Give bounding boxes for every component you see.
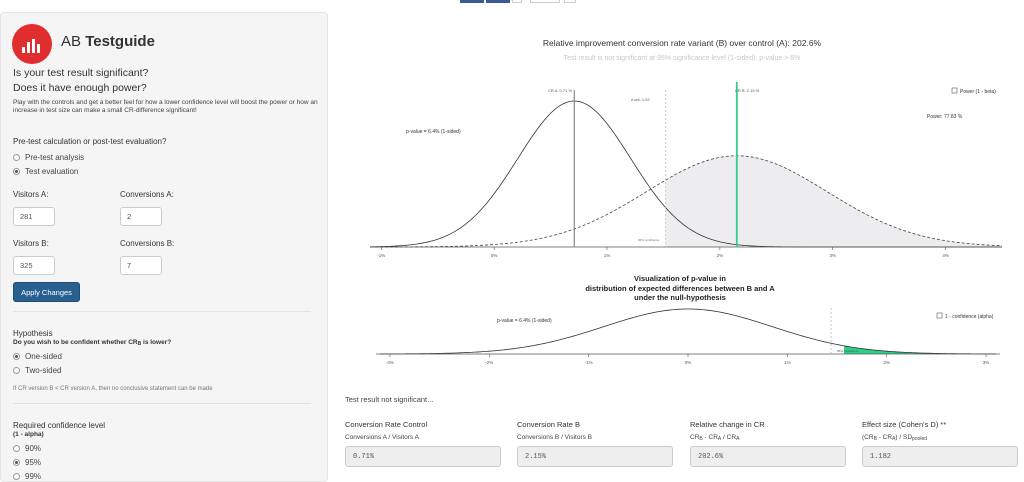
description-text: Play with the controls and get a better …	[13, 99, 318, 114]
hypothesis-heading: Hypothesis	[13, 329, 53, 338]
radio-confidence-99[interactable]: 99%	[13, 472, 41, 481]
visitors-b-label: Visitors B:	[13, 239, 49, 248]
legend-swatch	[951, 87, 958, 94]
question-significance: Is your test result significant?	[13, 67, 149, 79]
radio-pre-test[interactable]: Pre-test analysis	[13, 153, 84, 162]
radio-dot	[13, 473, 20, 480]
conversions-b-input[interactable]	[120, 256, 162, 275]
power-region	[665, 155, 1002, 247]
share-button-counter[interactable]	[512, 0, 522, 3]
power-distribution-chart: -1% 0% 1% 2% 3% 4% CR A: 0.71 % CR B: 2.15 % …	[369, 82, 1003, 258]
pvalue-chart-title: Visualization of p-value in distribution…	[585, 274, 775, 302]
radio-two-sided[interactable]: Two-sided	[13, 366, 61, 375]
distribution-b-curve	[369, 155, 1003, 248]
z-crit-label: z-crit: 1.52	[631, 97, 650, 102]
alpha-region	[843, 345, 996, 354]
radio-dot	[13, 445, 20, 452]
cr-a-label: CR A: 0.71 %	[548, 88, 572, 93]
x-tick-label: 1%	[784, 360, 791, 365]
x-tick-label: 3%	[829, 253, 836, 258]
radio-dot	[13, 154, 20, 161]
x-tick-label: 4%	[942, 253, 949, 258]
hypothesis-note: If CR version B < CR version A, then no …	[13, 386, 213, 392]
relative-change-output: 202.6%	[690, 446, 846, 467]
pvalue-distribution-chart: -3% -2% -1% 0% 1% 2% 3% p-value = 6.4% (1-side…	[376, 308, 1000, 365]
x-tick-label: 0%	[685, 360, 692, 365]
effect-size-output: 1.182	[862, 446, 1018, 467]
visitors-b-input[interactable]	[13, 256, 55, 275]
legend-swatch	[936, 312, 943, 319]
confidence-heading: Required confidence level	[13, 421, 106, 430]
share-button-counter-2[interactable]	[564, 0, 576, 3]
share-button-facebook-like[interactable]	[486, 0, 510, 3]
settings-sidebar: AB Testguide Is your test result signifi…	[0, 12, 328, 482]
visitors-a-input[interactable]	[13, 207, 55, 226]
divider	[13, 311, 311, 312]
cr-b-formula: Conversions B / Visitors B	[517, 434, 593, 441]
confidence-region-label: 95% confidence	[837, 349, 859, 353]
x-tick-label: 0%	[491, 253, 498, 258]
chart-title: Relative improvement conversion rate var…	[542, 38, 822, 48]
pvalue-label: p-value = 6.4% (1-sided)	[497, 318, 552, 324]
legend-power: Power (1 - beta)	[960, 89, 996, 95]
effect-size-label: Effect size (Cohen's D) **	[862, 420, 947, 429]
x-tick-label: -1%	[377, 253, 385, 258]
relative-change-label: Relative change in CR	[690, 420, 765, 429]
radio-confidence-95[interactable]: 95%	[13, 458, 41, 467]
result-verdict: Test result not significant...	[345, 395, 434, 404]
radio-dot-selected	[13, 168, 20, 175]
mode-question: Pre-test calculation or post-test evalua…	[13, 137, 167, 146]
conversions-b-label: Conversions B:	[120, 239, 175, 248]
pvalue-label: p-value = 6.4% (1-sided)	[406, 129, 461, 135]
null-distribution-curve	[380, 308, 996, 355]
relative-change-formula: CRB - CRA / CRA	[690, 434, 740, 442]
conversions-a-input[interactable]	[120, 207, 162, 226]
conversions-a-label: Conversions A:	[120, 190, 174, 199]
confidence-subheading: (1 - alpha)	[13, 431, 44, 438]
share-button-tweet[interactable]	[530, 0, 560, 3]
brand-name: AB Testguide	[61, 33, 155, 50]
x-tick-label: 1%	[604, 253, 611, 258]
x-tick-label: 2%	[883, 360, 890, 365]
visitors-a-label: Visitors A:	[13, 190, 49, 199]
hypothesis-question: Do you wish to be confident whether CRB …	[13, 339, 172, 347]
cr-control-formula: Conversions A / Visitors A	[345, 434, 419, 441]
radio-test-evaluation[interactable]: Test evaluation	[13, 167, 78, 176]
share-button-facebook[interactable]	[460, 0, 484, 3]
logo-icon	[12, 24, 52, 64]
confidence-region-label: 95% confidence	[638, 238, 660, 242]
x-tick-label: 2%	[717, 253, 724, 258]
x-tick-label: -1%	[585, 360, 593, 365]
divider	[13, 403, 311, 404]
radio-dot	[13, 367, 20, 374]
apply-changes-button[interactable]: Apply Changes	[13, 282, 80, 302]
x-tick-label: -3%	[386, 360, 394, 365]
radio-dot-selected	[13, 353, 20, 360]
x-tick-label: -2%	[485, 360, 493, 365]
legend-alpha: 1 - confidence (alpha)	[945, 314, 994, 320]
x-tick-label: 3%	[983, 360, 990, 365]
radio-one-sided[interactable]: One-sided	[13, 352, 62, 361]
cr-b-result-label: Conversion Rate B	[517, 420, 580, 429]
radio-dot-selected	[13, 459, 20, 466]
question-power: Does it have enough power?	[13, 82, 147, 94]
radio-confidence-90[interactable]: 90%	[13, 444, 41, 453]
cr-control-output: 0.71%	[345, 446, 501, 467]
power-value-label: Power: 77.83 %	[927, 114, 963, 120]
chart-subtitle: Test result is not significant at 95% si…	[563, 55, 801, 62]
cr-b-output: 2.15%	[517, 446, 673, 467]
effect-size-formula: (CRB - CRA) / SDpooled	[862, 434, 928, 442]
cr-control-label: Conversion Rate Control	[345, 420, 428, 429]
cr-b-label: CR B: 2.15 %	[735, 88, 760, 93]
